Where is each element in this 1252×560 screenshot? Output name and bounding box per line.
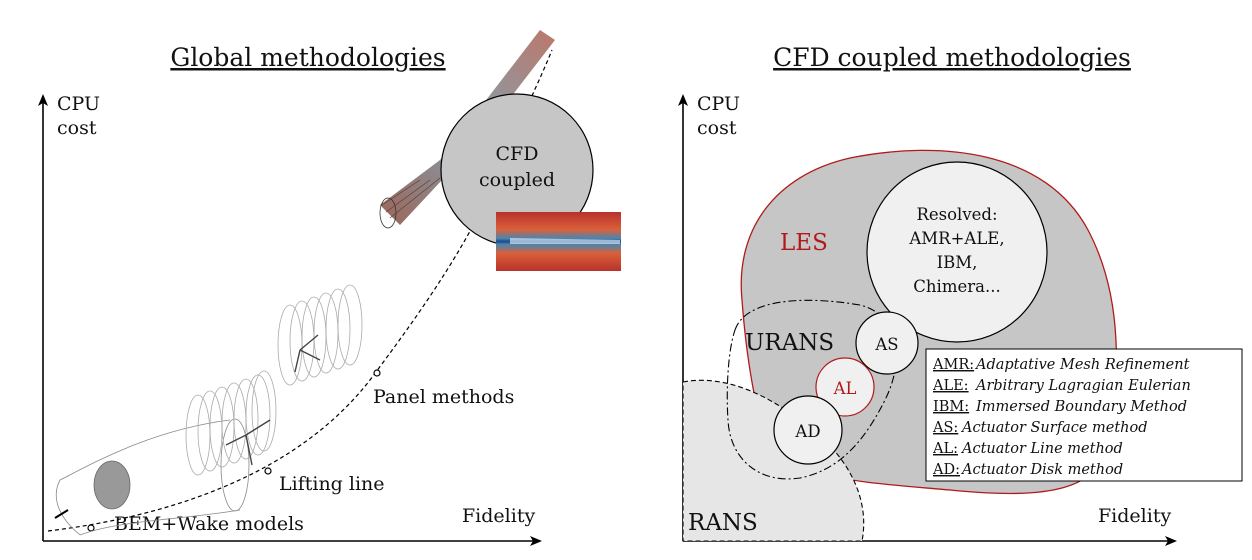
left-x-axis-label: Fidelity <box>462 505 535 527</box>
right-y-axis-label-2: cost <box>697 117 737 139</box>
bem-label: BEM+Wake models <box>114 513 304 535</box>
right-x-axis-label: Fidelity <box>1098 505 1171 527</box>
bem-marker <box>87 524 95 532</box>
resolved-line-2: AMR+ALE, <box>908 229 1004 248</box>
ad-label: AD <box>794 422 820 441</box>
lifting-line-marker <box>264 467 272 475</box>
legend-entries: AMR: Adaptative Mesh Refinement ALE: Arb… <box>932 357 1191 478</box>
ad-circle <box>773 395 843 465</box>
legend-key-ad: AD: <box>932 462 960 478</box>
resolved-line-1: Resolved: <box>916 205 997 224</box>
panel-marker <box>373 369 381 377</box>
panel-label: Panel methods <box>373 386 514 408</box>
right-y-axis-label-1: CPU <box>697 93 740 115</box>
cfd-label-2: coupled <box>479 169 555 191</box>
resolved-line-3: IBM, <box>937 253 978 272</box>
les-label: LES <box>780 230 828 256</box>
right-panel: CFD coupled methodologies CPU cost Fidel… <box>678 43 1243 546</box>
right-title: CFD coupled methodologies <box>773 43 1131 72</box>
legend-key-ibm: IBM: <box>933 399 969 415</box>
left-y-axis-label-2: cost <box>57 117 97 139</box>
rans-region <box>682 379 865 542</box>
legend-key-ale: ALE: <box>932 378 969 394</box>
legend-key-as: AS: <box>932 420 958 436</box>
legend-box <box>925 348 1243 482</box>
as-circle <box>855 311 919 375</box>
cfd-label-1: CFD <box>496 143 539 165</box>
legend-value-amr: Adaptative Mesh Refinement <box>974 357 1190 373</box>
al-circle <box>815 357 875 417</box>
rans-label: RANS <box>688 510 758 536</box>
al-label: AL <box>833 379 857 398</box>
left-y-axis-label-1: CPU <box>57 93 100 115</box>
urans-region <box>726 299 897 480</box>
legend-value-ad: Actuator Disk method <box>960 462 1123 478</box>
urans-label: URANS <box>745 330 834 356</box>
left-panel: Global methodologies CPU cost Fidelity B… <box>38 30 621 546</box>
left-title: Global methodologies <box>170 43 445 72</box>
legend-value-as: Actuator Surface method <box>960 420 1148 436</box>
legend-value-ale: Arbitrary Lagragian Eulerian <box>974 378 1191 394</box>
panel-method-illustration <box>277 284 363 386</box>
fidelity-cost-curve <box>47 49 553 532</box>
legend-value-al: Actuator Line method <box>960 441 1123 457</box>
lifting-line-illustration <box>185 370 277 476</box>
resolved-line-4: Chimera... <box>913 277 1000 296</box>
rotor-disk-icon <box>93 460 131 510</box>
lifting-line-label: Lifting line <box>279 473 385 495</box>
bem-wake-illustration <box>54 418 250 536</box>
legend-key-al: AL: <box>932 441 958 457</box>
as-label: AS <box>874 335 898 354</box>
legend-key-amr: AMR: <box>932 357 974 373</box>
resolved-circle <box>866 161 1048 343</box>
legend-value-ibm: Immersed Boundary Method <box>975 399 1187 415</box>
